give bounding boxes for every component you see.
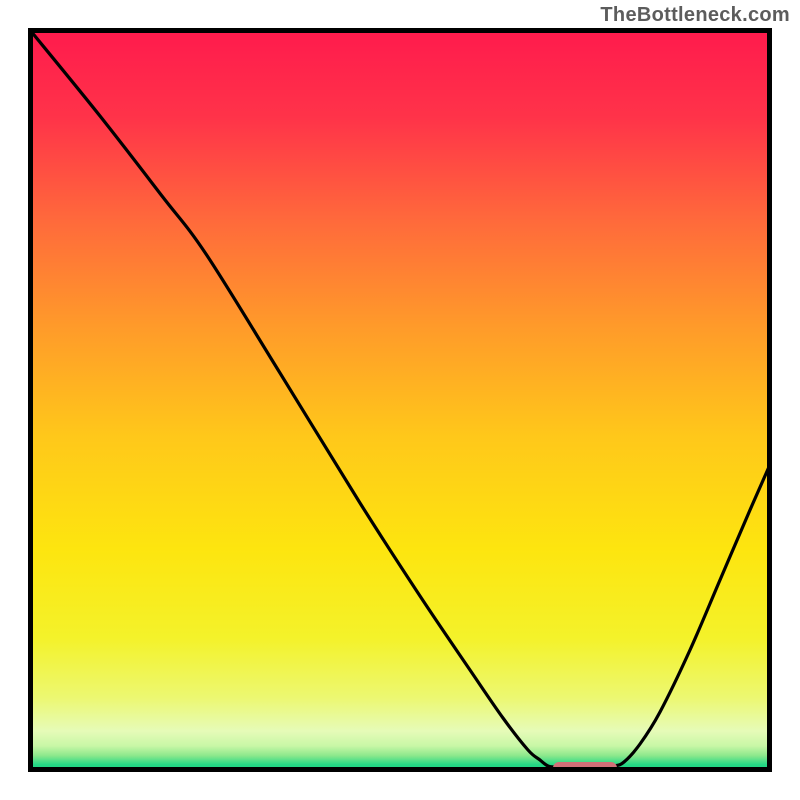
bottleneck-chart [0, 0, 800, 800]
chart-frame: TheBottleneck.com [0, 0, 800, 800]
gradient-background [28, 28, 772, 772]
